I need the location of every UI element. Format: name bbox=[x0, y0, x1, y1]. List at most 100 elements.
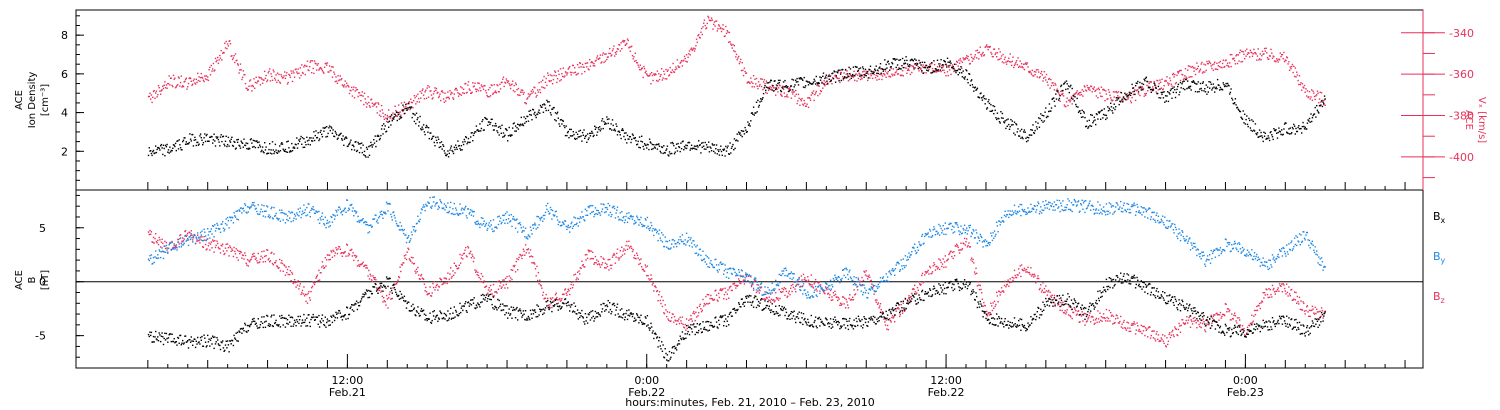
velocity-point bbox=[316, 64, 319, 66]
velocity-point bbox=[436, 92, 438, 94]
density-point bbox=[784, 79, 786, 82]
density-point bbox=[1072, 98, 1074, 100]
bz-point bbox=[175, 244, 177, 246]
velocity-point bbox=[1169, 77, 1171, 79]
velocity-point bbox=[1167, 82, 1169, 84]
density-point bbox=[1083, 112, 1085, 114]
velocity-point bbox=[256, 80, 259, 83]
density-point bbox=[705, 148, 707, 150]
density-point bbox=[521, 124, 523, 126]
velocity-point bbox=[360, 100, 362, 102]
velocity-point bbox=[246, 87, 248, 90]
density-point bbox=[1159, 88, 1161, 90]
bz-point bbox=[1129, 330, 1132, 332]
bz-point bbox=[936, 268, 939, 270]
density-point bbox=[1294, 133, 1296, 135]
velocity-point bbox=[266, 80, 268, 83]
bz-point bbox=[600, 256, 602, 258]
density-point bbox=[944, 61, 946, 63]
velocity-point bbox=[971, 60, 974, 62]
bz-point bbox=[662, 299, 664, 302]
bz-point bbox=[1137, 325, 1139, 327]
density-point bbox=[848, 66, 850, 69]
bz-point bbox=[248, 260, 250, 262]
velocity-point bbox=[195, 78, 197, 80]
bz-point bbox=[218, 247, 220, 250]
velocity-point bbox=[670, 71, 672, 73]
density-point bbox=[1206, 93, 1208, 95]
velocity-point bbox=[259, 84, 262, 86]
density-point bbox=[894, 59, 897, 61]
bz-point bbox=[1081, 311, 1083, 313]
bz-point bbox=[633, 254, 636, 257]
density-point bbox=[1021, 136, 1023, 138]
velocity-point bbox=[1228, 66, 1230, 68]
bz-point bbox=[904, 310, 906, 312]
density-point bbox=[696, 144, 698, 147]
velocity-point bbox=[1068, 99, 1070, 101]
velocity-point bbox=[1283, 51, 1285, 54]
density-point bbox=[348, 143, 350, 146]
bz-point bbox=[367, 275, 369, 277]
density-point bbox=[978, 97, 981, 99]
bz-point bbox=[742, 280, 744, 283]
density-point bbox=[830, 79, 832, 81]
density-point bbox=[1241, 117, 1243, 119]
bz-point bbox=[573, 274, 575, 276]
velocity-point bbox=[521, 91, 523, 93]
density-point bbox=[1268, 137, 1270, 139]
bz-point bbox=[735, 287, 737, 289]
density-point bbox=[278, 151, 280, 153]
bz-point bbox=[574, 281, 576, 283]
velocity-point bbox=[236, 63, 239, 65]
bz-point bbox=[1169, 336, 1172, 339]
bz-point bbox=[408, 248, 410, 251]
density-point bbox=[1033, 132, 1036, 135]
density-point bbox=[548, 101, 550, 103]
density-point bbox=[1219, 89, 1221, 91]
bz-point bbox=[921, 274, 923, 277]
bz-point bbox=[611, 264, 613, 266]
density-point bbox=[511, 134, 513, 136]
density-point bbox=[1280, 133, 1282, 136]
bz-point bbox=[174, 245, 177, 247]
velocity-point bbox=[758, 85, 760, 87]
velocity-point bbox=[1301, 83, 1304, 85]
bz-point bbox=[222, 250, 225, 252]
bz-point bbox=[484, 286, 487, 288]
velocity-point bbox=[504, 81, 506, 84]
bz-point bbox=[681, 316, 684, 318]
density-point bbox=[549, 112, 552, 114]
density-point bbox=[587, 138, 589, 141]
density-point bbox=[700, 142, 703, 144]
velocity-point bbox=[1126, 93, 1128, 95]
velocity-point bbox=[700, 31, 702, 33]
bz-point bbox=[948, 253, 950, 256]
velocity-point bbox=[1186, 77, 1188, 79]
density-point bbox=[283, 149, 285, 152]
bz-point bbox=[313, 283, 316, 286]
velocity-point bbox=[442, 91, 444, 94]
bz-point bbox=[817, 282, 820, 284]
bz-point bbox=[236, 249, 239, 252]
density-point bbox=[1107, 106, 1109, 108]
velocity-point bbox=[231, 55, 233, 57]
bz-point bbox=[351, 255, 354, 257]
velocity-point bbox=[396, 115, 398, 118]
density-point bbox=[480, 130, 482, 132]
bz-point bbox=[409, 259, 411, 261]
velocity-point bbox=[1090, 85, 1093, 88]
velocity-point bbox=[923, 72, 925, 74]
density-point bbox=[475, 125, 478, 127]
density-point bbox=[795, 81, 798, 83]
velocity-point bbox=[1022, 67, 1024, 69]
bz-point bbox=[303, 286, 305, 288]
velocity-point bbox=[804, 102, 806, 104]
velocity-point bbox=[892, 68, 894, 70]
velocity-point bbox=[445, 100, 447, 102]
density-point bbox=[450, 145, 453, 147]
density-point bbox=[1303, 128, 1306, 130]
velocity-point bbox=[812, 92, 814, 95]
density-point bbox=[1302, 121, 1304, 124]
bz-point bbox=[1191, 323, 1194, 325]
